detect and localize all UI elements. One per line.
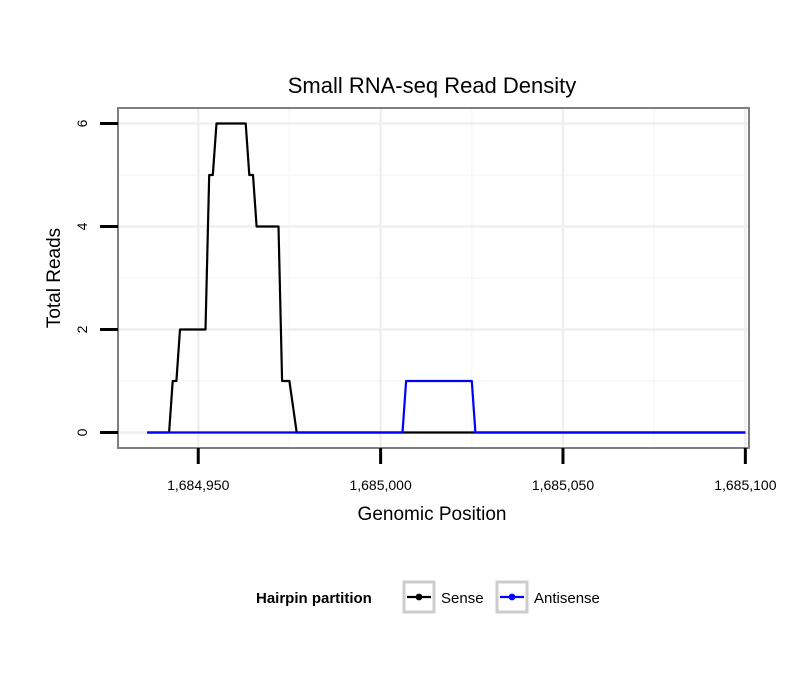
chart-title: Small RNA-seq Read Density: [288, 73, 577, 98]
y-tick-label: 0: [74, 428, 90, 436]
y-axis-title: Total Reads: [44, 228, 65, 328]
legend-entry-antisense: Antisense: [495, 580, 600, 614]
series-line-antisense: [147, 379, 746, 434]
legend-entry-sense: Sense: [402, 580, 484, 614]
y-tick-label: 2: [74, 325, 90, 333]
y-tick-label: 6: [74, 119, 90, 127]
legend-key-point: [508, 593, 516, 601]
x-tick-label: 1,684,950: [167, 477, 229, 493]
x-tick-label: 1,685,050: [532, 477, 594, 493]
x-axis-title: Genomic Position: [358, 504, 507, 525]
x-tick-label: 1,685,100: [714, 477, 776, 493]
legend-key-point: [415, 593, 423, 601]
x-tick-label: 1,685,000: [349, 477, 411, 493]
y-tick-label: 4: [74, 222, 90, 230]
y-axis: 0 2 4 6: [74, 119, 118, 436]
legend: Hairpin partition Sense Antisense: [256, 580, 600, 614]
panel-border: [117, 107, 750, 449]
grid: [118, 108, 749, 448]
legend-label: Sense: [441, 590, 484, 607]
series-layer: [147, 122, 746, 434]
legend-title: Hairpin partition: [256, 590, 372, 607]
series-line-sense: [147, 122, 746, 434]
x-axis: 1,684,950 1,685,000 1,685,050 1,685,100: [167, 448, 777, 493]
legend-label: Antisense: [534, 590, 600, 607]
